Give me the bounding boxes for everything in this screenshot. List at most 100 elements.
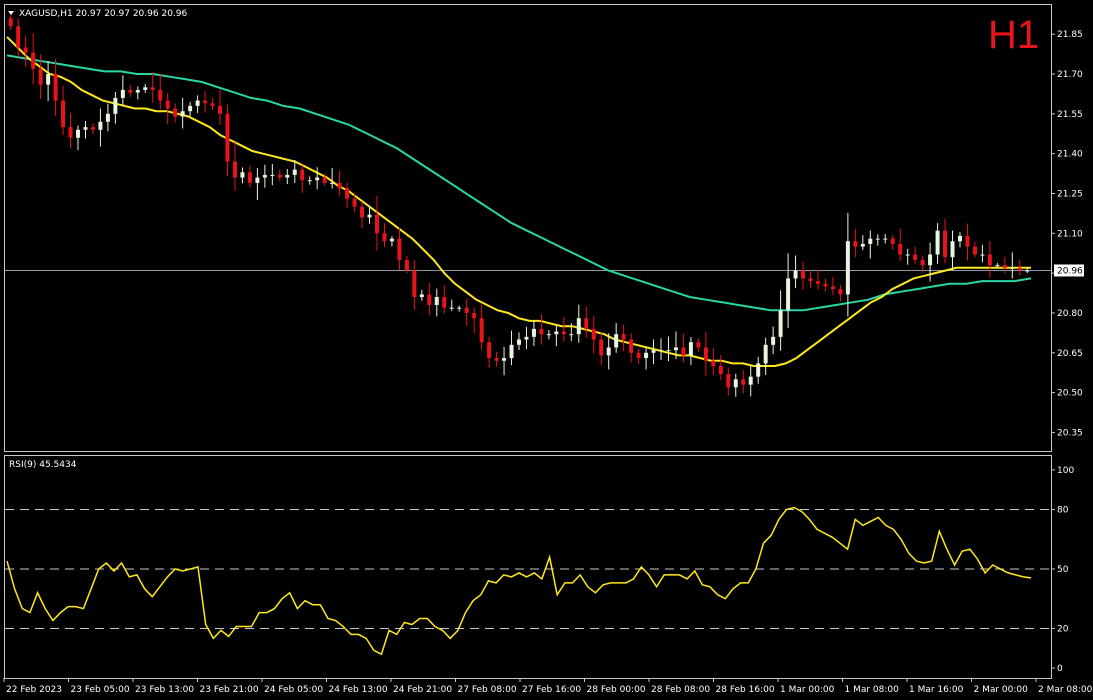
time-tick-label: 23 Feb 05:00 [71, 685, 130, 695]
candle [90, 123, 95, 135]
price-axis: 21.8521.7021.5521.4021.2521.1020.9520.80… [1051, 30, 1083, 438]
candle-body [591, 328, 596, 340]
candle-body [868, 238, 873, 244]
candle-body [853, 241, 858, 247]
time-tick-label: 1 Mar 00:00 [780, 685, 835, 695]
candle-body [696, 342, 701, 348]
candle [83, 120, 88, 139]
candle-body [756, 363, 761, 377]
candle [8, 12, 13, 31]
candle-body [315, 177, 320, 181]
candle-body [629, 339, 634, 353]
candle [1002, 256, 1007, 274]
candle [38, 54, 43, 99]
price-tick-label: 21.55 [1057, 110, 1083, 120]
candle [76, 125, 81, 151]
candle [158, 73, 163, 110]
candle-body [905, 254, 910, 256]
candle-body [255, 177, 260, 183]
candle-body [16, 26, 21, 48]
candle [957, 232, 962, 248]
candle-body [449, 307, 454, 309]
candle [614, 323, 619, 353]
candle-body [576, 318, 581, 335]
candle-body [636, 352, 641, 359]
time-tick-label: 28 Feb 00:00 [587, 685, 646, 695]
candle-body [502, 358, 507, 361]
candle [449, 299, 454, 311]
price-tick-label: 21.70 [1057, 70, 1083, 80]
time-tick-label: 28 Feb 16:00 [716, 685, 775, 695]
candle [644, 346, 649, 370]
price-tick-label: 21.85 [1057, 30, 1083, 40]
candle [546, 330, 551, 340]
rsi-tick-label: 0 [1057, 664, 1063, 674]
candle-body [688, 342, 693, 356]
candle-body [218, 105, 223, 114]
candle [688, 337, 693, 366]
candle-body [322, 177, 327, 183]
candle [367, 205, 372, 224]
candle-body [330, 182, 335, 184]
time-tick-label: 24 Feb 05:00 [264, 685, 323, 695]
candle-body [442, 297, 447, 308]
time-tick-label: 2 Mar 00:00 [974, 685, 1029, 695]
candle-body [733, 379, 738, 388]
candle-body [225, 113, 230, 162]
candle [330, 167, 335, 189]
candle [756, 356, 761, 384]
candle-body [561, 331, 566, 335]
candle [703, 331, 708, 377]
candle-body [913, 254, 918, 260]
candle [741, 370, 746, 394]
ma-fast-line [6, 36, 1031, 367]
candle-body [957, 235, 962, 242]
candle [31, 33, 36, 85]
candle [763, 337, 768, 375]
candle [808, 271, 813, 288]
candle-body [860, 243, 865, 247]
candle-body [606, 347, 611, 356]
candle [105, 103, 110, 132]
candle [659, 338, 664, 360]
candle-body [38, 68, 43, 85]
time-tick-label: 1 Mar 16:00 [909, 685, 964, 695]
candle-body [621, 334, 626, 340]
candle-body [285, 174, 290, 178]
dropdown-triangle-icon[interactable] [8, 11, 14, 15]
candle-body [1017, 267, 1022, 271]
candle [16, 18, 21, 57]
candle-body [741, 379, 746, 385]
candle-body [464, 307, 469, 313]
symbol-header[interactable]: XAGUSD,H1 20.97 20.97 20.96 20.96 [8, 9, 188, 19]
candle-body [98, 121, 103, 130]
candle-body [614, 334, 619, 348]
time-tick-label: 27 Feb 08:00 [458, 685, 517, 695]
candle [502, 346, 507, 376]
candle [793, 255, 798, 289]
candle-body [928, 254, 933, 266]
candle-body [419, 294, 424, 298]
price-tick-label: 20.50 [1057, 389, 1083, 399]
candle [195, 95, 200, 114]
price-panel-frame [4, 4, 1052, 452]
candle [823, 278, 828, 292]
candle [651, 339, 656, 365]
candle [232, 142, 237, 191]
candle-body [90, 127, 95, 130]
candle-body [46, 74, 51, 85]
candle-body [1002, 265, 1007, 268]
candle [972, 241, 977, 258]
candle-body [599, 339, 604, 356]
candle-body [1010, 267, 1015, 269]
rsi-tick-label: 20 [1057, 624, 1069, 634]
candle [487, 336, 492, 368]
candle-body [569, 334, 574, 336]
candle [457, 305, 462, 312]
candle-body [412, 270, 417, 298]
candle-body [1025, 270, 1030, 272]
candle [1025, 267, 1030, 274]
candle-body [203, 100, 208, 104]
candle [128, 85, 133, 98]
